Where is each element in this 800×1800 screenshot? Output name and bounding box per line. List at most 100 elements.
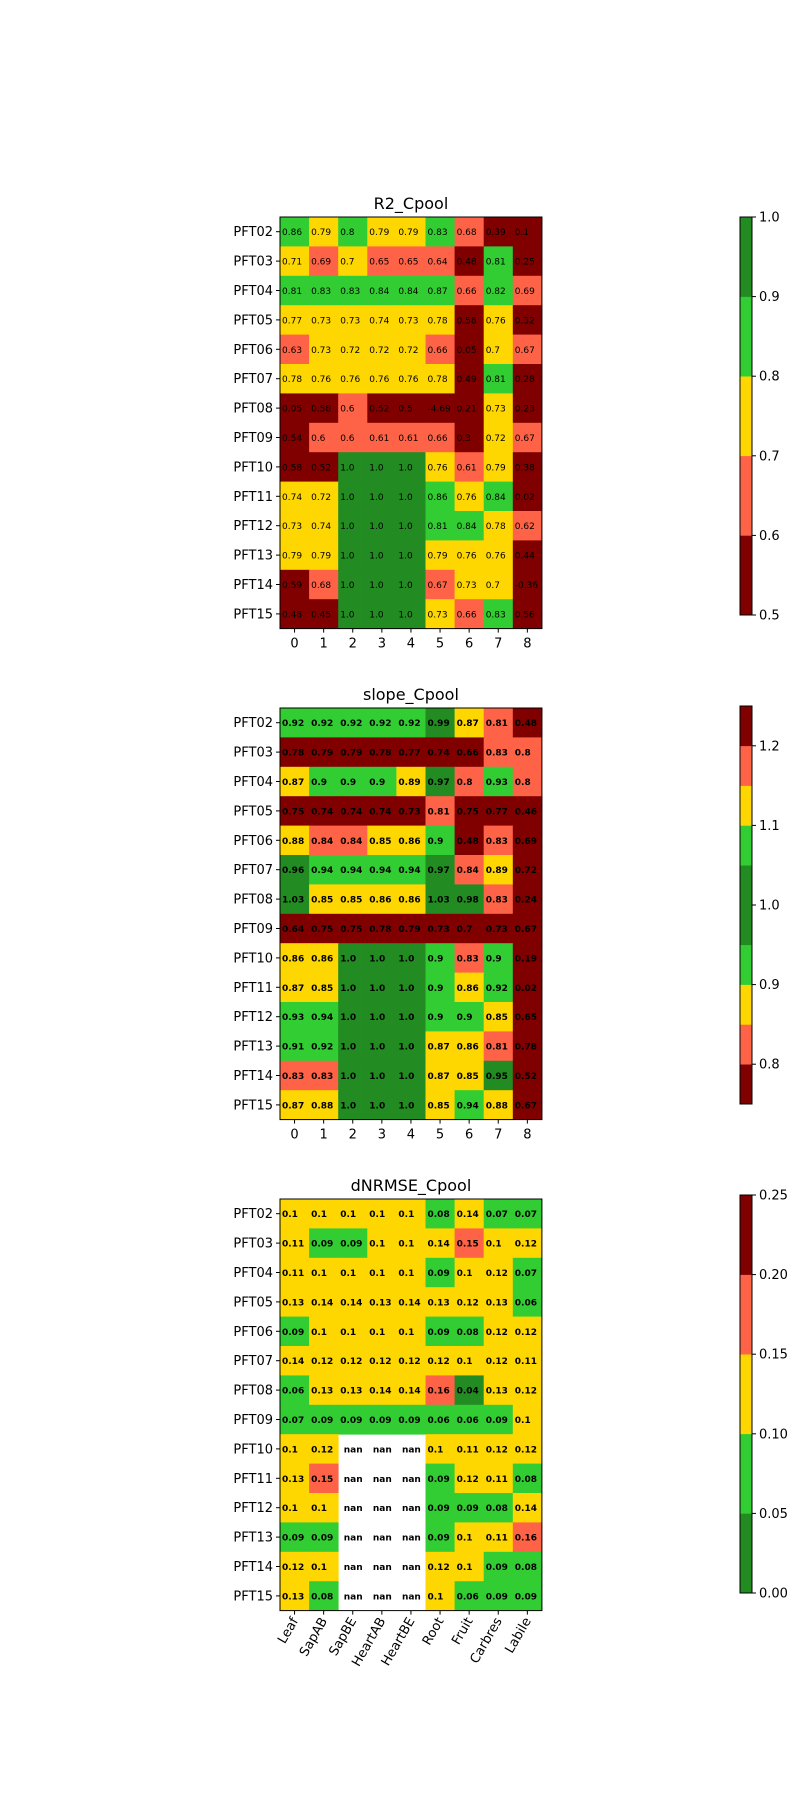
heatmap-cell — [396, 452, 426, 482]
cell-label: 1.0 — [398, 463, 413, 473]
cell-label: 0.13 — [282, 1475, 304, 1485]
heatmap-cell — [367, 452, 397, 482]
heatmap-cell — [483, 422, 514, 453]
cell-label: 0.86 — [398, 896, 420, 906]
cell-label: 0.85 — [457, 1072, 479, 1082]
heatmap-cell — [512, 855, 543, 885]
y-tick-label: PFT06 — [233, 343, 273, 358]
heatmap-cell — [280, 737, 310, 768]
heatmap-cell — [512, 1228, 543, 1259]
cell-label: 0.98 — [457, 896, 479, 906]
cell-label: 0.83 — [457, 954, 479, 964]
heatmap-cell — [396, 511, 426, 541]
cell-label: 0.38 — [515, 463, 535, 473]
heatmap-cell — [338, 217, 368, 247]
cell-label: 0.66 — [428, 434, 448, 444]
cell-label: 1.0 — [340, 1043, 356, 1053]
heatmap-cell — [425, 1581, 455, 1611]
cell-label: 0.66 — [428, 346, 448, 356]
heatmap-cell — [338, 452, 368, 482]
heatmap-cell — [425, 334, 455, 365]
heatmap-cell — [338, 1090, 368, 1120]
heatmap-cell — [280, 1316, 310, 1347]
heatmap-cell — [425, 972, 455, 1003]
heatmap-cell — [309, 1002, 339, 1032]
heatmap-cell — [309, 796, 339, 826]
heatmap-cell — [367, 1060, 397, 1091]
cell-label: 0.1 — [398, 1269, 414, 1279]
cell-label: 0.89 — [398, 778, 420, 788]
heatmap-cell — [309, 766, 339, 797]
cell-label: 0.3 — [457, 434, 471, 444]
cell-label: 0.1 — [311, 1269, 327, 1279]
cell-label: 0.83 — [486, 749, 508, 759]
cell-label: 0.07 — [515, 1269, 537, 1279]
cell-label: nan — [344, 1475, 363, 1485]
heatmap-cell — [338, 943, 368, 973]
heatmap-cell — [483, 708, 514, 738]
cell-label: 0.24 — [515, 896, 537, 906]
cell-label: 0.7 — [486, 346, 500, 356]
heatmap-cell — [338, 422, 368, 453]
heatmap-cell — [454, 1090, 485, 1120]
heatmap-cell — [512, 1090, 543, 1120]
cell-label: 0.09 — [428, 1534, 450, 1544]
cell-label: 0.52 — [369, 405, 389, 415]
y-tick-label: PFT10 — [233, 1442, 273, 1457]
heatmap-cell — [396, 540, 426, 571]
cell-label: 0.79 — [398, 925, 420, 935]
cell-label: 0.89 — [486, 866, 508, 876]
cell-label: 0.79 — [311, 228, 331, 238]
heatmap-cell — [512, 1346, 543, 1376]
heatmap-cell — [367, 708, 397, 738]
heatmap-cell — [367, 599, 397, 629]
heatmap-cell — [483, 1404, 514, 1435]
y-tick-label: PFT12 — [233, 519, 273, 534]
cell-label: 0.73 — [398, 316, 418, 326]
cell-label: 0.73 — [282, 522, 302, 532]
cell-label: 0.76 — [457, 493, 477, 503]
heatmap-cell — [512, 796, 543, 826]
heatmap-cell — [367, 217, 397, 247]
heatmap-cell — [512, 599, 543, 629]
heatmap-cell — [483, 943, 514, 973]
cell-label: 1.0 — [340, 1072, 356, 1082]
y-tick-label: PFT06 — [233, 1325, 273, 1340]
cell-label: 0.14 — [340, 1298, 362, 1308]
cell-label: 0.06 — [428, 1416, 450, 1426]
cell-label: 0.67 — [515, 1101, 537, 1111]
heatmap-cell — [454, 913, 485, 944]
heatmap-cell — [483, 1434, 514, 1464]
cell-label: 0.13 — [428, 1298, 450, 1308]
heatmap-cell — [483, 275, 514, 306]
cell-label: nan — [402, 1504, 421, 1514]
cell-label: 0.12 — [515, 1445, 537, 1455]
cell-label: 0.5 — [398, 405, 412, 415]
heatmap-cell — [367, 884, 397, 915]
cell-label: 0.92 — [398, 719, 420, 729]
heatmap-cell — [483, 1060, 514, 1091]
heatmap-cell — [512, 275, 543, 306]
heatmap-cell — [280, 796, 310, 826]
heatmap-cell — [425, 422, 455, 453]
cell-label: 0.97 — [428, 866, 450, 876]
cell-label: 1.0 — [398, 493, 413, 503]
cell-label: 1.0 — [340, 581, 355, 591]
cell-label: 0.11 — [282, 1240, 304, 1250]
heatmap-cell — [309, 1199, 339, 1229]
heatmap-cell — [338, 393, 368, 424]
heatmap-cell — [483, 452, 514, 482]
cell-label: 1.0 — [340, 610, 355, 620]
cell-label: 1.0 — [369, 984, 385, 994]
cell-label: 0.12 — [457, 1475, 479, 1485]
cell-label: 0.78 — [486, 522, 506, 532]
colorbar-segment — [740, 535, 752, 616]
cell-label: 0.1 — [457, 1269, 473, 1279]
heatmap-cell — [512, 1316, 543, 1347]
heatmap-cell — [425, 1257, 455, 1288]
heatmap-cell — [396, 393, 426, 424]
colorbar-segment — [740, 217, 752, 297]
cell-label: 0.92 — [340, 719, 362, 729]
heatmap-cell — [280, 884, 310, 915]
cell-label: 0.52 — [311, 463, 331, 473]
